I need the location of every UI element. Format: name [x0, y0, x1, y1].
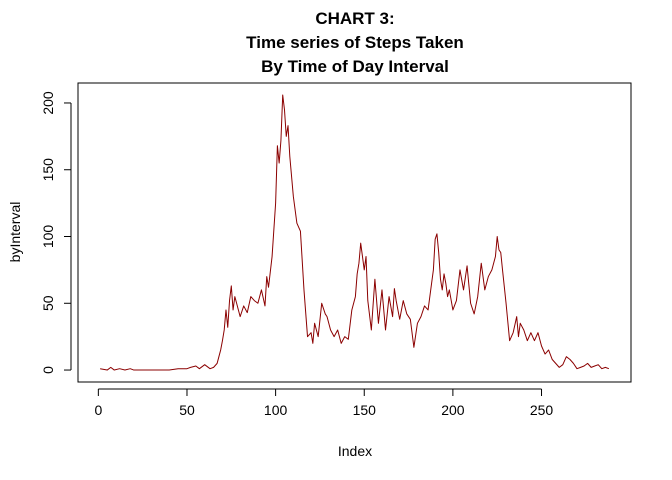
series-line-0 — [100, 94, 610, 371]
chart-title-line-3: By Time of Day Interval — [261, 57, 449, 76]
x-tick-label: 50 — [179, 402, 195, 418]
x-tick-label: 100 — [264, 402, 288, 418]
y-axis-label: byInterval — [7, 202, 23, 263]
plot-box — [77, 82, 632, 383]
x-axis: 0 50 100 150 200 250 — [94, 388, 554, 418]
x-axis-label: Index — [338, 443, 372, 459]
x-tick-label: 150 — [353, 402, 377, 418]
y-tick-label: 100 — [40, 225, 56, 249]
y-tick-label: 200 — [40, 91, 56, 115]
y-tick-label: 150 — [40, 158, 56, 182]
chart-title-line-1: CHART 3: — [315, 9, 394, 28]
y-tick-label: 50 — [40, 295, 56, 311]
x-tick-label: 0 — [94, 402, 102, 418]
x-tick-label: 200 — [441, 402, 465, 418]
chart-title-line-2: Time series of Steps Taken — [246, 33, 464, 52]
y-tick-label: 0 — [40, 366, 56, 374]
y-axis: 0 50 100 150 200 — [40, 91, 72, 374]
x-tick-label: 250 — [530, 402, 554, 418]
series-layer — [100, 94, 610, 371]
